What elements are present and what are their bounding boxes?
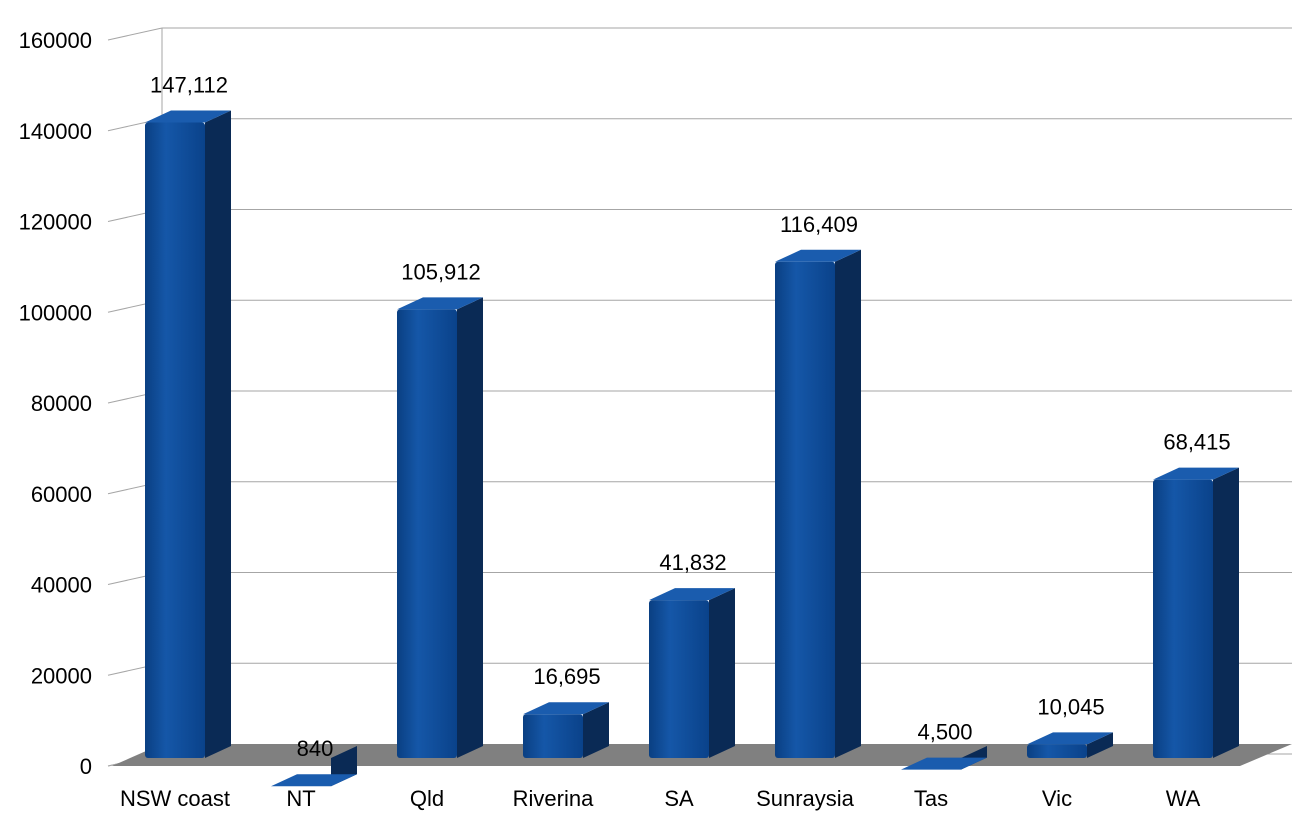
category-label: SA [664, 786, 694, 811]
bar-top-face [145, 110, 231, 123]
y-tick-label: 60000 [31, 482, 92, 507]
y-tick-label: 140000 [19, 119, 92, 144]
bar-front-face [1027, 744, 1087, 758]
bar-side-face [205, 110, 231, 758]
bar-side-face [709, 588, 735, 758]
data-label: 105,912 [401, 259, 481, 284]
bar-top-face [1027, 732, 1113, 745]
gridlines [107, 27, 1292, 767]
category-label: Tas [914, 786, 948, 811]
bar-top-face [1153, 467, 1239, 480]
bars [145, 110, 1239, 787]
bar-nt [271, 746, 357, 787]
category-label: Sunraysia [756, 786, 855, 811]
bar-top-face [271, 774, 357, 787]
bar-top-face [397, 297, 483, 310]
bar-tas [901, 746, 987, 770]
bar-front-face [649, 600, 709, 758]
y-tick-label: 0 [80, 754, 92, 779]
bar-front-face [523, 714, 583, 758]
data-label: 116,409 [780, 212, 858, 237]
y-tick-label: 100000 [19, 300, 92, 325]
bar-top-face [901, 757, 987, 770]
bar-top-face [649, 588, 735, 601]
y-tick-label: 40000 [31, 573, 92, 598]
data-label: 16,695 [533, 664, 600, 689]
data-label: 10,045 [1037, 694, 1104, 719]
bar-side-face [583, 702, 609, 758]
bar-side-face [1087, 732, 1113, 758]
bar-sunraysia [775, 249, 861, 758]
bar-nsw-coast [145, 110, 231, 758]
category-label: Riverina [513, 786, 594, 811]
y-tick-label: 160000 [19, 28, 92, 53]
category-label: WA [1166, 786, 1201, 811]
bar-front-face [1153, 479, 1213, 758]
y-tick-label: 120000 [19, 210, 92, 235]
data-label: 840 [297, 736, 334, 761]
bar-front-face [397, 309, 457, 758]
bar-side-face [835, 249, 861, 758]
category-label: Qld [410, 786, 444, 811]
category-label: NSW coast [120, 786, 230, 811]
category-label: NT [286, 786, 315, 811]
data-label: 147,112 [150, 72, 228, 97]
data-label: 41,832 [659, 550, 726, 575]
bar-wa [1153, 467, 1239, 758]
bar-top-face [775, 249, 861, 262]
bar-qld [397, 297, 483, 758]
bar-side-face [1213, 467, 1239, 758]
gridline-diagonal [107, 27, 163, 41]
bar-top-face [523, 702, 609, 715]
y-axis: 0 20000 40000 60000 80000 100000 120000 140000 1… [19, 28, 163, 779]
y-tick-label: 80000 [31, 391, 92, 416]
data-label: 68,415 [1163, 430, 1230, 455]
labels: 147,112 NSW coast 840 NT 105,912 Qld 16,695 Riv… [120, 72, 1231, 811]
category-label: Vic [1042, 786, 1072, 811]
y-tick-label: 20000 [31, 663, 92, 688]
data-label: 4,500 [917, 720, 972, 745]
bar-vic [1027, 732, 1113, 758]
bar-front-face [145, 122, 205, 758]
bar-front-face [775, 261, 835, 758]
bar-riverina [523, 702, 609, 758]
bar-sa [649, 588, 735, 758]
bar-side-face [457, 297, 483, 758]
